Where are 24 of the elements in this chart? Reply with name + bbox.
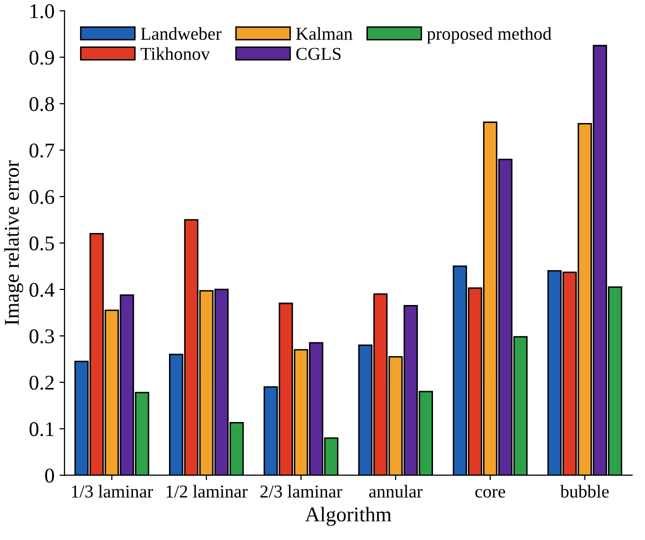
x-tick-label: 2/3 laminar: [260, 484, 342, 498]
x-axis-title: Algorithm: [305, 506, 392, 526]
x-tick-label: core: [475, 488, 506, 498]
y-tick-label: 0.1: [30, 422, 54, 436]
y-tick-label: 0.9: [30, 50, 54, 65]
legend-label: CGLS: [296, 48, 341, 60]
legend-label: proposed method: [427, 27, 552, 44]
x-tick-label: annular: [369, 484, 423, 498]
legend-label: Landweber: [140, 27, 222, 40]
y-tick-label: 0.8: [30, 97, 54, 112]
y-tick-label: 0.4: [30, 282, 54, 297]
x-tick-label: bubble: [560, 484, 609, 498]
y-axis-title: Image relative error: [4, 160, 24, 325]
y-tick-label: 0.3: [30, 329, 54, 344]
y-tick-label: 1.0: [30, 4, 54, 18]
y-tick-label: 0.6: [30, 190, 54, 204]
legend-label: Kalman: [296, 27, 352, 40]
y-tick-label: 0.7: [30, 143, 54, 158]
x-tick-label: 1/3 laminar: [72, 484, 154, 498]
legend-label: Tikhonov: [140, 47, 210, 60]
y-tick-label: 0: [45, 468, 54, 483]
y-tick-label: 0.5: [30, 236, 54, 251]
y-tick-label: 0.2: [30, 376, 54, 390]
x-tick-label: 1/2 laminar: [166, 484, 248, 498]
